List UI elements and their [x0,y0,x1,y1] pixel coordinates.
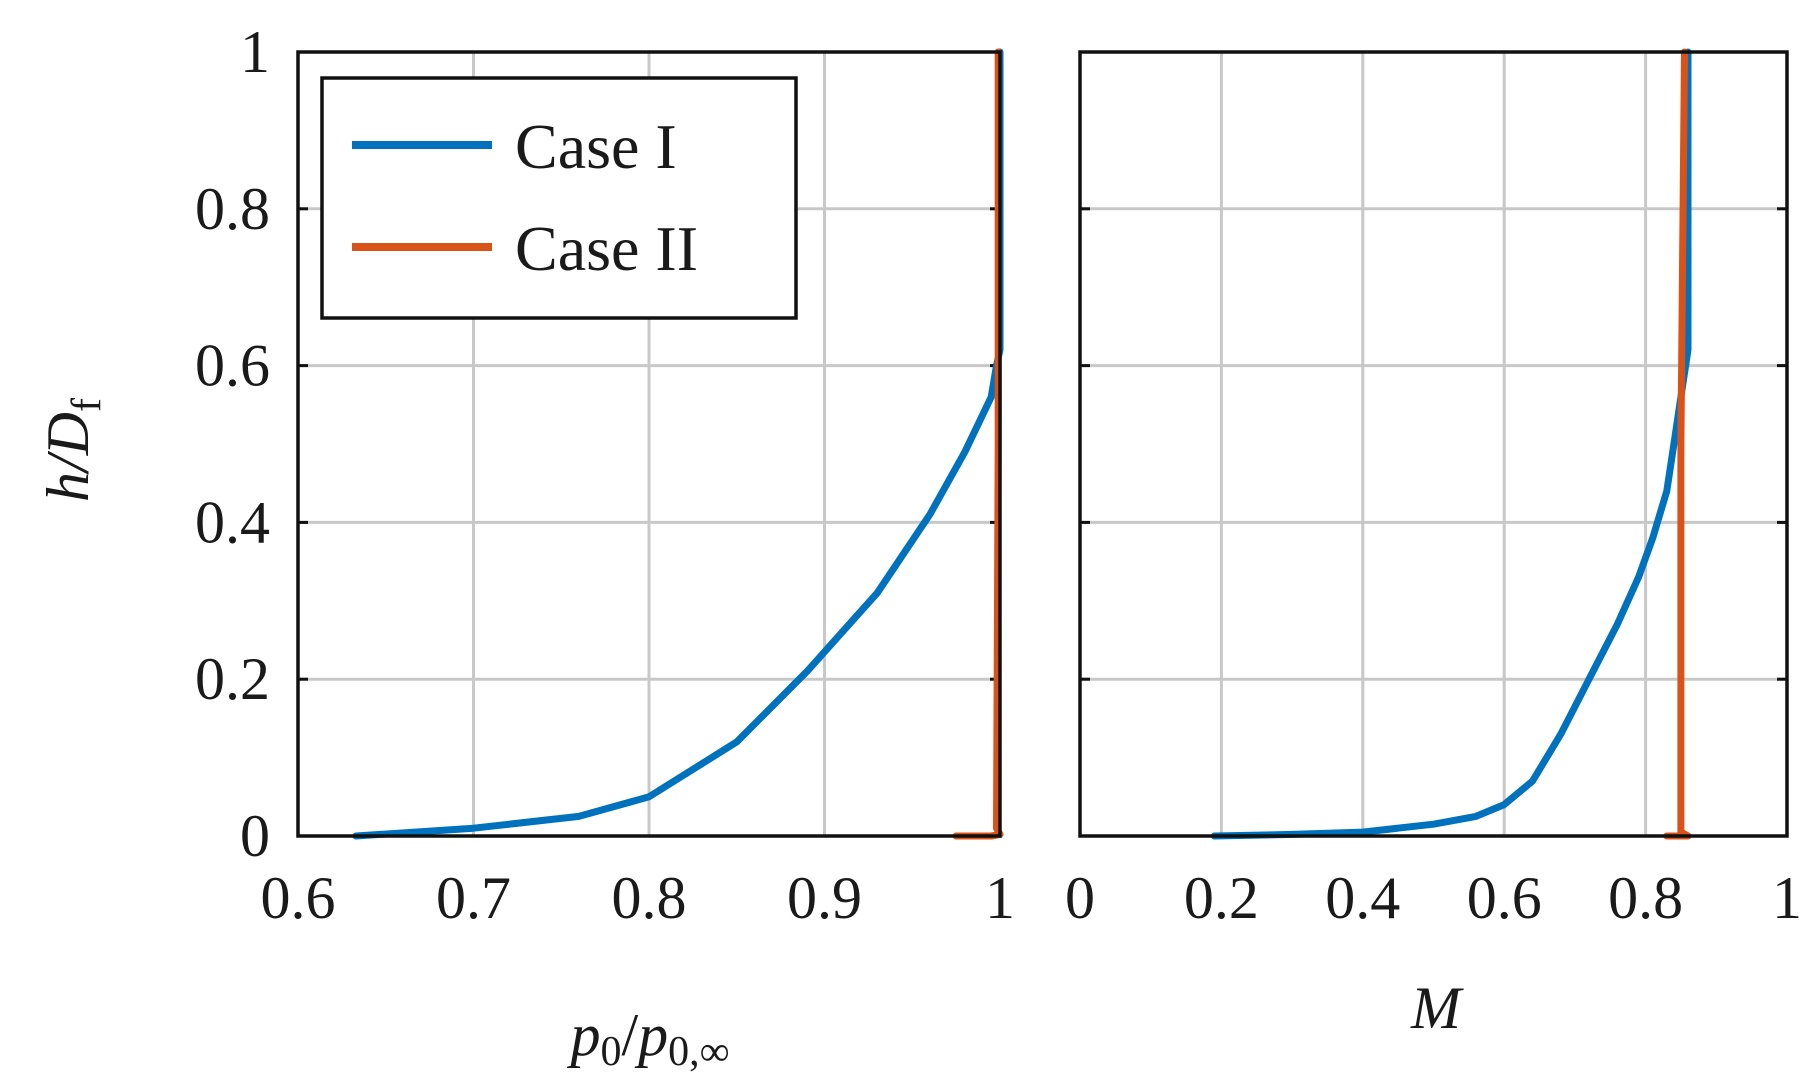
left-x-tick-labels: 0.6 0.7 0.8 0.9 1 [261,865,1016,931]
y-axis-title: h/Df [35,398,110,502]
right-x-tick-label: 0.4 [1325,865,1400,931]
y-tick-label: 0.6 [195,333,270,399]
right-plot-frame [1078,50,1789,838]
left-x-tick-label: 1 [985,865,1015,931]
right-x-tick-label: 0.8 [1608,865,1683,931]
left-x-tick-label: 0.6 [261,865,336,931]
y-tick-label: 0.2 [195,646,270,712]
legend-box [320,76,798,320]
left-series-case-2 [952,48,1004,840]
left-y-tick-labels: 0 0.2 0.4 0.6 0.8 1 [195,19,270,869]
right-x-axis-title: M [1410,975,1464,1041]
right-x-tick-labels: 0 0.2 0.4 0.6 0.8 1 [1065,865,1802,931]
legend-label-case-2: Case II [515,213,698,284]
right-x-tick-label: 1 [1772,865,1802,931]
legend: Case I Case II [320,76,798,320]
y-tick-label: 1 [240,19,270,85]
y-axis-title-main: h/D [35,412,101,502]
left-x-tick-label: 0.9 [787,865,862,931]
left-x-axis-title-num: p [566,1002,600,1068]
y-tick-label: 0.4 [195,489,270,555]
right-x-tick-label: 0.2 [1184,865,1259,931]
y-axis-title-sub: f [64,398,110,412]
left-x-axis-title-den: p [634,1002,668,1068]
legend-label-case-1: Case I [515,111,677,182]
left-x-tick-label: 0.7 [436,865,511,931]
left-x-axis-title: p0/p0,∞ [566,1002,729,1075]
right-series [1210,48,1692,840]
right-x-tick-label: 0 [1065,865,1095,931]
right-x-tick-label: 0.6 [1467,865,1542,931]
panel-right: 0 0.2 0.4 0.6 0.8 1 M [1065,48,1802,1041]
panel-left: 0.6 0.7 0.8 0.9 1 0 0.2 0.4 0.6 0.8 1 Case I Case… [35,19,1015,1075]
left-x-tick-label: 0.8 [612,865,687,931]
y-tick-label: 0 [240,803,270,869]
right-series-case-1 [1210,48,1692,840]
right-series-case-2 [1663,48,1692,840]
left-x-axis-title-num-sub: 0 [600,1029,621,1075]
left-plot-frame [296,50,1002,838]
left-x-axis-title-den-sub: 0,∞ [668,1029,729,1075]
left-x-axis-title-slash: / [621,1002,638,1068]
y-tick-label: 0.8 [195,176,270,242]
